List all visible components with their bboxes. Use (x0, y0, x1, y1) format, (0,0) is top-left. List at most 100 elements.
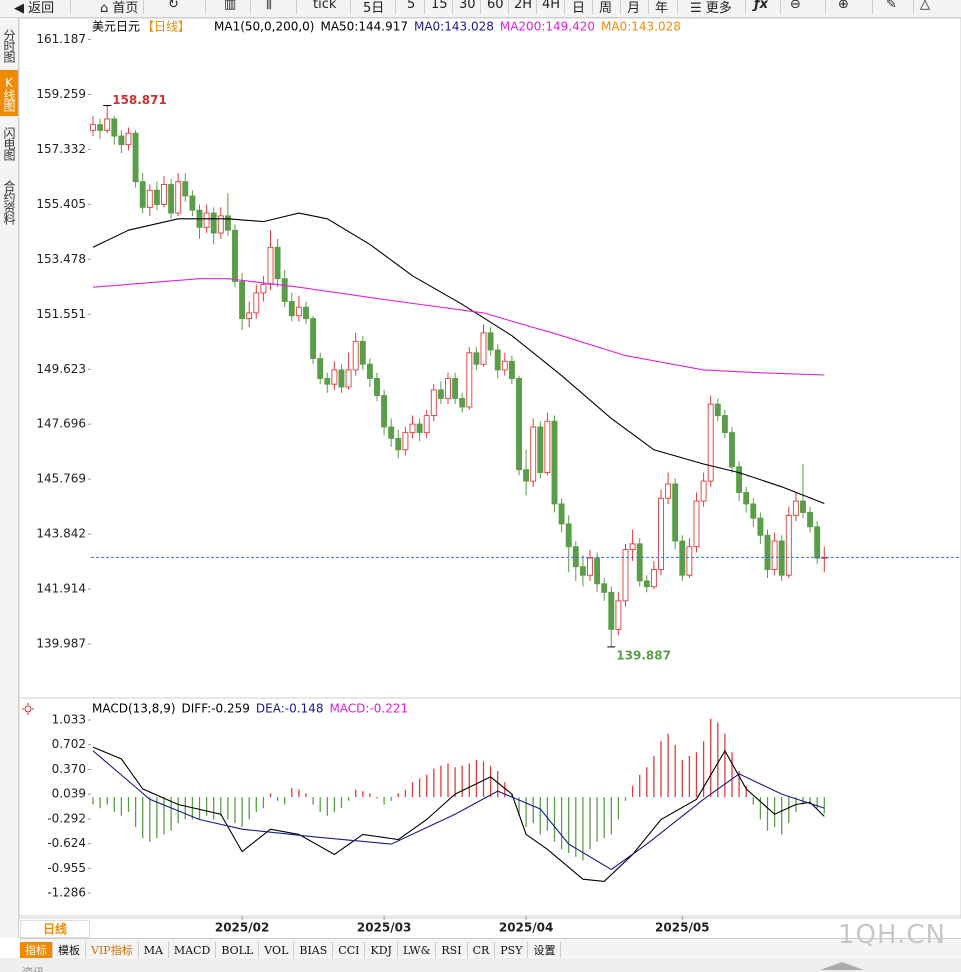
candle-body (281, 278, 288, 302)
period-button[interactable]: 5日 (363, 1, 385, 16)
candle-body (246, 312, 253, 320)
candle-body (750, 503, 757, 519)
period-button[interactable]: 周 (599, 1, 613, 16)
candle-body (764, 534, 771, 570)
fx-icon[interactable]: ƒx (754, 0, 769, 12)
tool-button[interactable]: 设置 (528, 942, 562, 959)
candle-body (743, 492, 750, 505)
period-button[interactable]: 15 (431, 0, 448, 12)
candle-body (317, 358, 324, 379)
shape-icon[interactable]: △ (920, 0, 930, 12)
candle-body (530, 426, 537, 482)
footer-tab[interactable]: 资讯 (22, 964, 44, 972)
candle-body (409, 423, 416, 434)
tool-button[interactable]: BOLL (216, 942, 260, 959)
candle-body (310, 318, 317, 359)
y-tick-label: 153.478 (36, 252, 86, 266)
legend-entry: MA0:143.028 (414, 20, 494, 34)
candle-body (210, 212, 217, 234)
y-tick-label: 139.987 (36, 637, 86, 651)
tool-button[interactable]: CCI (333, 942, 366, 959)
candle-body (359, 340, 366, 365)
tool-button[interactable]: RSI (436, 942, 468, 959)
toolbar: ◀ 返回 ⌂ 首页 ↻ ▥ ⫼ tick 5日 5 15 30 60 2H 4H… (0, 0, 961, 18)
candle-body (807, 512, 814, 528)
tool-button[interactable]: CR (468, 942, 496, 959)
footer: 资讯 (0, 958, 961, 972)
y-tick-label: 147.696 (36, 417, 86, 431)
draw-icon[interactable]: ✎ (886, 0, 897, 12)
legend-entry: MA0:143.028 (601, 20, 681, 34)
tool-button[interactable]: LW& (398, 942, 437, 959)
candle-body (224, 215, 231, 231)
side-tab[interactable]: 合约资料 (2, 180, 16, 224)
bars-icon[interactable]: ▥ (224, 0, 237, 12)
candle-body (665, 483, 672, 499)
period-button[interactable]: 30 (459, 0, 476, 12)
y-tick-label: 145.769 (36, 472, 86, 486)
tool-button[interactable]: VOL (259, 942, 295, 959)
zoom-out-icon[interactable]: ⊖ (790, 0, 801, 12)
tool-button[interactable]: BIAS (294, 942, 334, 959)
candle-body (97, 124, 104, 131)
more-button[interactable]: ☰ 更多 (690, 1, 732, 16)
tool-button[interactable]: MACD (169, 942, 217, 959)
candle-body (295, 306, 302, 317)
settings-icon[interactable] (24, 705, 32, 713)
y-tick-label: 0.370 (52, 762, 86, 776)
candle-body (693, 500, 700, 548)
period-button[interactable]: 5 (407, 0, 416, 12)
candle-body (90, 124, 96, 131)
back-button[interactable]: ◀ 返回 (14, 1, 55, 16)
low-label: 139.887 (616, 648, 671, 662)
tool-button[interactable]: PSY (495, 942, 529, 959)
side-tab-active[interactable]: K线图 (0, 70, 18, 116)
candle-body (714, 403, 721, 416)
candle-body (274, 246, 281, 280)
side-tab[interactable]: 分时图 (2, 28, 16, 62)
candle-body (388, 426, 395, 439)
zoom-in-icon[interactable]: ⊕ (838, 0, 849, 12)
home-button[interactable]: ⌂ 首页 (100, 1, 139, 16)
candle-body (629, 543, 636, 551)
candle-body (253, 292, 260, 314)
tool-button[interactable]: VIP指标 (86, 942, 139, 959)
legend-entry: DIFF:-0.259 (182, 702, 250, 716)
candle-body (146, 189, 153, 208)
tool-button[interactable]: MA (139, 942, 169, 959)
tool-button[interactable]: 模板 (53, 942, 86, 959)
period-button[interactable]: 2H (514, 0, 533, 12)
candle-body (168, 184, 175, 214)
period-tab[interactable]: 日线 (20, 920, 90, 938)
candle-body (601, 583, 608, 593)
candle-body (217, 215, 224, 234)
candle-body (395, 437, 402, 451)
legend-entry: DEA:-0.148 (256, 702, 324, 716)
candle-body (189, 195, 196, 211)
refresh-icon[interactable]: ↻ (168, 0, 179, 12)
period-button[interactable]: 月 (627, 1, 641, 16)
legend-entry: MACD:-0.221 (329, 702, 408, 716)
candle-body (118, 135, 125, 146)
tool-button[interactable]: 指标 (20, 942, 53, 959)
candle-body (374, 378, 380, 397)
watermark: 1QH.CN (838, 920, 946, 950)
candle-body (516, 378, 522, 471)
period-button[interactable]: 60 (487, 0, 504, 12)
candle-icon[interactable]: ⫼ (266, 0, 272, 12)
y-tick-label: -1.286 (47, 886, 86, 900)
candle-body (587, 557, 593, 576)
period-button[interactable]: 年 (655, 1, 669, 16)
tool-button[interactable]: KDJ (365, 942, 398, 959)
x-tick-label: 2025/05 (655, 921, 709, 935)
candle-body (551, 420, 558, 505)
candle-body (430, 389, 437, 416)
tick-button[interactable]: tick (313, 0, 337, 12)
period-button[interactable]: 4H (542, 0, 561, 12)
period-button[interactable]: 日 (572, 1, 586, 16)
candle-body (352, 340, 359, 371)
candle-body (459, 397, 466, 408)
candle-body (331, 369, 338, 385)
side-tab[interactable]: 闪电图 (2, 126, 16, 160)
